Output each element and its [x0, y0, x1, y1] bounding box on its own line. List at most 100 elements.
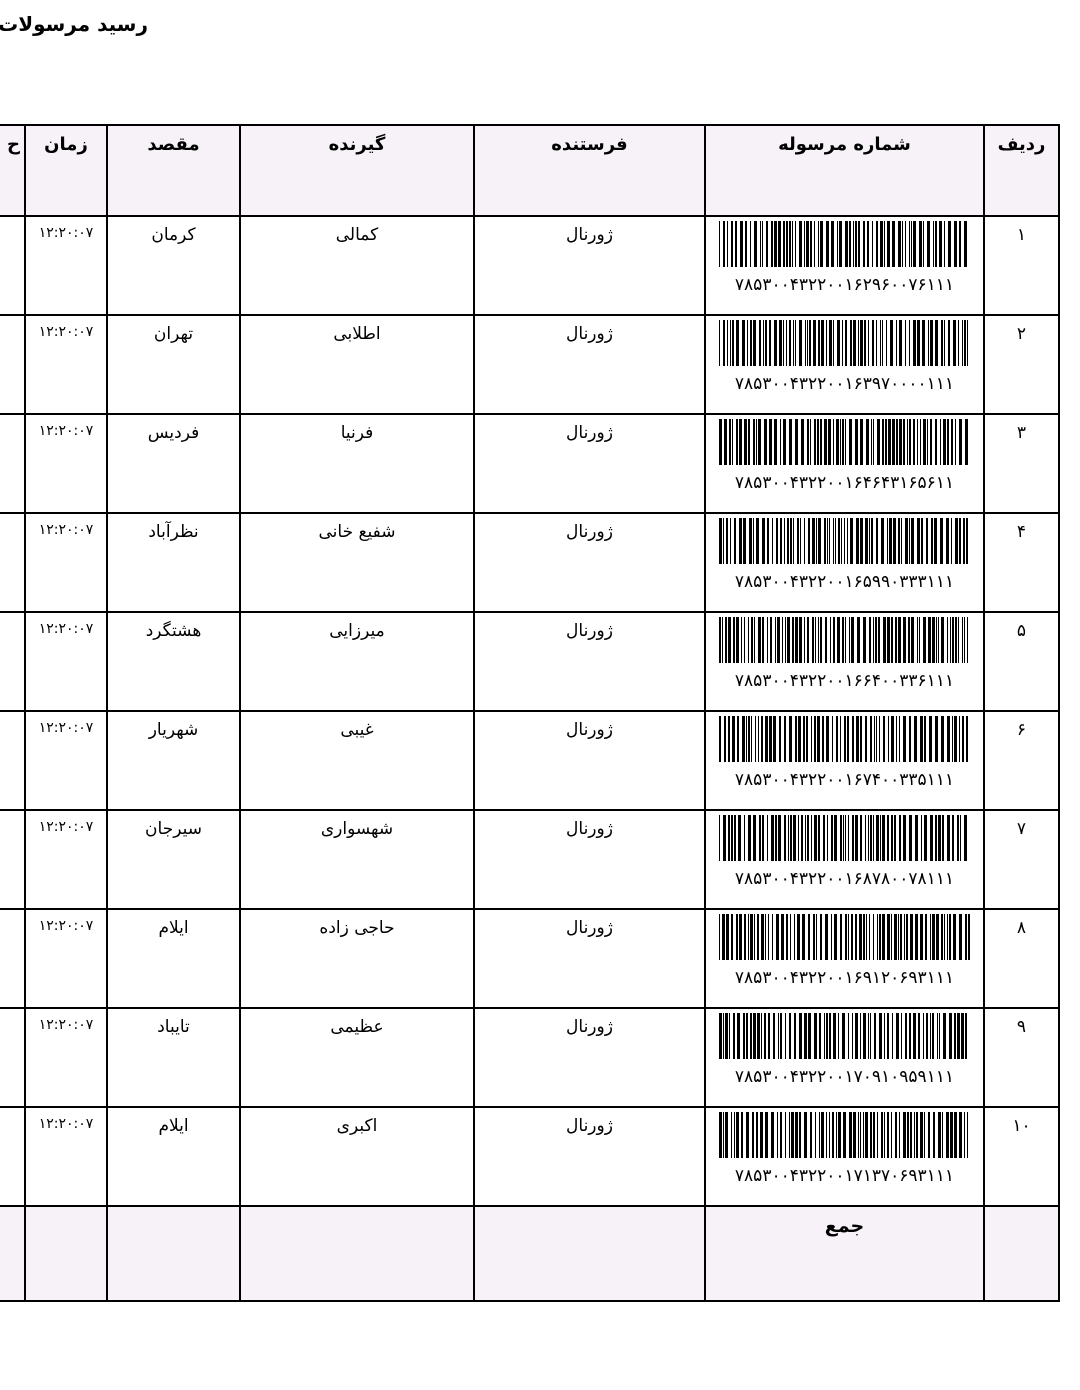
destination: ایلام: [106, 908, 241, 1009]
table-row: ۳ ۷۸۵۳۰۰۴۳۲۲۰۰۱۶۴۶۴۳۱۶۵۶۱۱ ژورنال فرنیا فردی…: [0, 413, 1060, 514]
row-index: ۲: [983, 314, 1060, 415]
destination: فردیس: [106, 413, 241, 514]
empty-cell: [0, 314, 26, 415]
tracking-number: ۷۸۵۳۰۰۴۳۲۲۰۰۱۶۴۶۴۳۱۶۵۶۱۱: [734, 473, 955, 493]
receiver: فرنیا: [239, 413, 475, 514]
receiver: عظیمی: [239, 1007, 475, 1108]
empty-cell: [0, 512, 26, 613]
barcode: [718, 1013, 967, 1059]
tracking-number: ۷۸۵۳۰۰۴۳۲۲۰۰۱۶۹۱۲۰۶۹۳۱۱۱: [734, 968, 955, 988]
empty-cell: [24, 1205, 108, 1302]
tracking-number: ۷۸۵۳۰۰۴۳۲۲۰۰۱۶۳۹۷۰۰۰۰۱۱۱: [734, 374, 955, 394]
time: ۱۲:۲۰:۰۷: [24, 512, 108, 613]
table-wrapper: ردیف شماره مرسوله فرستنده گیرنده مقصد زمان ح ۱…: [0, 124, 1080, 1314]
column-header: مقصد: [106, 124, 241, 217]
receiver: اکبری: [239, 1106, 475, 1207]
time: ۱۲:۲۰:۰۷: [24, 314, 108, 415]
barcode: [718, 320, 968, 366]
sender: ژورنال: [473, 512, 706, 613]
row-index: ۱: [983, 215, 1060, 316]
destination: تایباد: [106, 1007, 241, 1108]
empty-cell: [0, 1007, 26, 1108]
tracking-number: ۷۸۵۳۰۰۴۳۲۲۰۰۱۶۲۹۶۰۰۷۶۱۱۱: [734, 275, 955, 295]
destination: تهران: [106, 314, 241, 415]
tracking-cell: ۷۸۵۳۰۰۴۳۲۲۰۰۱۶۳۹۷۰۰۰۰۱۱۱: [704, 314, 985, 415]
sender: ژورنال: [473, 908, 706, 1009]
footer-row: جمع: [0, 1205, 1060, 1302]
empty-cell: [0, 908, 26, 1009]
row-index: ۵: [983, 611, 1060, 712]
table-body: ۱ ۷۸۵۳۰۰۴۳۲۲۰۰۱۶۲۹۶۰۰۷۶۱۱۱ ژورنال کمالی کرما…: [0, 215, 1060, 1302]
table-row: ۲ ۷۸۵۳۰۰۴۳۲۲۰۰۱۶۳۹۷۰۰۰۰۱۱۱ ژورنال اطلابی تهر…: [0, 314, 1060, 415]
receiver: میرزایی: [239, 611, 475, 712]
column-header: شماره مرسوله: [704, 124, 985, 217]
time: ۱۲:۲۰:۰۷: [24, 611, 108, 712]
destination: کرمان: [106, 215, 241, 316]
tracking-number: ۷۸۵۳۰۰۴۳۲۲۰۰۱۶۷۴۰۰۳۳۵۱۱۱: [734, 770, 955, 790]
empty-cell: [0, 1205, 26, 1302]
header-row: ردیف شماره مرسوله فرستنده گیرنده مقصد زمان ح: [0, 124, 1060, 217]
barcode: [718, 716, 968, 762]
empty-cell: [0, 809, 26, 910]
barcode: [718, 617, 968, 663]
sender: ژورنال: [473, 215, 706, 316]
row-index: ۹: [983, 1007, 1060, 1108]
time: ۱۲:۲۰:۰۷: [24, 1106, 108, 1207]
column-header: ردیف: [983, 124, 1060, 217]
destination: نظرآباد: [106, 512, 241, 613]
destination: ایلام: [106, 1106, 241, 1207]
tracking-cell: ۷۸۵۳۰۰۴۳۲۲۰۰۱۶۶۴۰۰۳۳۶۱۱۱: [704, 611, 985, 712]
tracking-number: ۷۸۵۳۰۰۴۳۲۲۰۰۱۷۱۳۷۰۶۹۳۱۱۱: [734, 1166, 955, 1186]
page-title: رسید مرسولات ان: [0, 12, 148, 36]
time: ۱۲:۲۰:۰۷: [24, 413, 108, 514]
receiver: حاجی زاده: [239, 908, 475, 1009]
sender: ژورنال: [473, 1007, 706, 1108]
table-row: ۸ ۷۸۵۳۰۰۴۳۲۲۰۰۱۶۹۱۲۰۶۹۳۱۱۱ ژورنال حاجی زاده…: [0, 908, 1060, 1009]
tracking-number: ۷۸۵۳۰۰۴۳۲۲۰۰۱۶۵۹۹۰۳۳۳۱۱۱: [734, 572, 955, 592]
empty-cell: [0, 215, 26, 316]
receiver: شهسواری: [239, 809, 475, 910]
row-index: ۸: [983, 908, 1060, 1009]
empty-cell: [0, 1106, 26, 1207]
tracking-cell: ۷۸۵۳۰۰۴۳۲۲۰۰۱۶۵۹۹۰۳۳۳۱۱۱: [704, 512, 985, 613]
table-row: ۱ ۷۸۵۳۰۰۴۳۲۲۰۰۱۶۲۹۶۰۰۷۶۱۱۱ ژورنال کمالی کرما…: [0, 215, 1060, 316]
barcode: [718, 221, 967, 267]
table-row: ۱۰ ۷۸۵۳۰۰۴۳۲۲۰۰۱۷۱۳۷۰۶۹۳۱۱۱ ژورنال اکبری ایل…: [0, 1106, 1060, 1207]
empty-cell: [106, 1205, 241, 1302]
receiver: شفیع خانی: [239, 512, 475, 613]
table-row: ۹ ۷۸۵۳۰۰۴۳۲۲۰۰۱۷۰۹۱۰۹۵۹۱۱۱ ژورنال عظیمی تایب…: [0, 1007, 1060, 1108]
sender: ژورنال: [473, 611, 706, 712]
time: ۱۲:۲۰:۰۷: [24, 809, 108, 910]
row-index: ۷: [983, 809, 1060, 910]
barcode: [718, 914, 970, 960]
table-row: ۶ ۷۸۵۳۰۰۴۳۲۲۰۰۱۶۷۴۰۰۳۳۵۱۱۱ ژورنال غیبی شهریا…: [0, 710, 1060, 811]
time: ۱۲:۲۰:۰۷: [24, 710, 108, 811]
column-header: فرستنده: [473, 124, 706, 217]
barcode: [718, 518, 968, 564]
row-index: ۴: [983, 512, 1060, 613]
sender: ژورنال: [473, 710, 706, 811]
sender: ژورنال: [473, 1106, 706, 1207]
tracking-number: ۷۸۵۳۰۰۴۳۲۲۰۰۱۶۶۴۰۰۳۳۶۱۱۱: [734, 671, 955, 691]
footer-label: جمع: [704, 1205, 985, 1302]
row-index: ۱۰: [983, 1106, 1060, 1207]
time: ۱۲:۲۰:۰۷: [24, 1007, 108, 1108]
barcode: [718, 815, 967, 861]
sender: ژورنال: [473, 809, 706, 910]
tracking-cell: ۷۸۵۳۰۰۴۳۲۲۰۰۱۶۷۴۰۰۳۳۵۱۱۱: [704, 710, 985, 811]
sender: ژورنال: [473, 314, 706, 415]
empty-cell: [239, 1205, 475, 1302]
table-row: ۴ ۷۸۵۳۰۰۴۳۲۲۰۰۱۶۵۹۹۰۳۳۳۱۱۱ ژورنال شفیع خانی…: [0, 512, 1060, 613]
tracking-number: ۷۸۵۳۰۰۴۳۲۲۰۰۱۶۸۷۸۰۰۷۸۱۱۱: [734, 869, 955, 889]
column-header: ح: [0, 124, 26, 217]
column-header: گیرنده: [239, 124, 475, 217]
empty-cell: [983, 1205, 1060, 1302]
row-index: ۳: [983, 413, 1060, 514]
column-header: زمان: [24, 124, 108, 217]
barcode: [718, 419, 968, 465]
tracking-cell: ۷۸۵۳۰۰۴۳۲۲۰۰۱۷۱۳۷۰۶۹۳۱۱۱: [704, 1106, 985, 1207]
tracking-cell: ۷۸۵۳۰۰۴۳۲۲۰۰۱۶۹۱۲۰۶۹۳۱۱۱: [704, 908, 985, 1009]
row-index: ۶: [983, 710, 1060, 811]
time: ۱۲:۲۰:۰۷: [24, 215, 108, 316]
